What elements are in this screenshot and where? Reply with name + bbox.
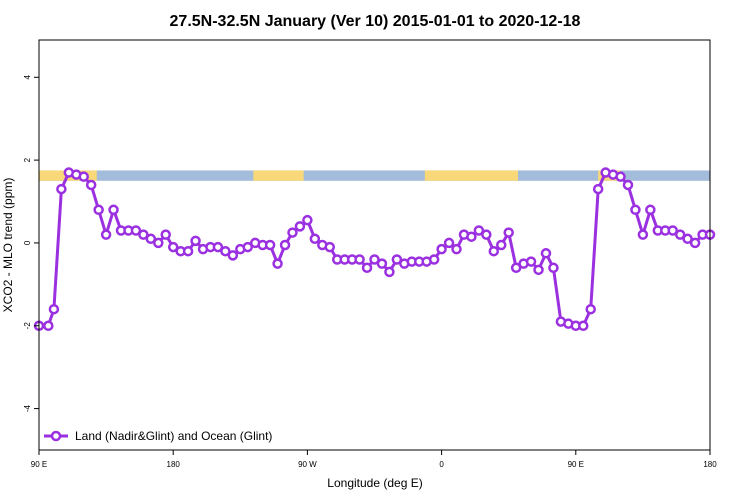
data-point-3 [56, 183, 67, 195]
data-point-47 [384, 266, 395, 278]
x-axis-label: Longitude (deg E) [327, 476, 422, 490]
data-point-25 [220, 245, 231, 257]
data-point-20 [182, 245, 194, 257]
x-tick-label-0: 90 E [31, 460, 47, 469]
data-point-2 [48, 303, 60, 315]
y-axis-label: XCO2 - MLO trend (ppm) [1, 178, 15, 313]
data-point-62 [495, 239, 507, 251]
strip-land-1 [253, 170, 304, 181]
data-point-63 [503, 227, 514, 238]
data-point-80 [630, 204, 641, 216]
data-point-1 [43, 320, 54, 332]
data-point-64 [510, 262, 522, 274]
data-point-61 [488, 245, 500, 257]
y-tick-label-0: -4 [23, 404, 32, 412]
data-point-21 [190, 235, 201, 247]
data-point-36 [302, 214, 313, 226]
plot-area [33, 39, 716, 451]
data-point-34 [287, 227, 298, 238]
y-tick-label-3: 2 [23, 157, 32, 162]
data-point-17 [160, 229, 171, 240]
legend-label: Land (Nadir&Glint) and Ocean (Glint) [75, 429, 272, 443]
data-point-37 [309, 233, 321, 245]
x-axis: 90 E 180 90 W 0 90 E 180 [31, 450, 717, 469]
data-point-69 [548, 262, 559, 274]
data-point-32 [272, 258, 283, 269]
data-point-6 [78, 171, 89, 182]
y-axis: -4 -2 0 2 4 [23, 74, 39, 412]
data-point-45 [369, 254, 380, 265]
data-point-28 [242, 241, 254, 253]
data-point-46 [376, 258, 388, 269]
data-point-54 [436, 243, 447, 255]
data-point-39 [324, 241, 336, 253]
data-point-24 [212, 241, 224, 253]
x-tick-label-2: 90 W [298, 460, 317, 469]
data-point-67 [533, 264, 544, 276]
legend-marker-sample [50, 430, 62, 442]
data-point-86 [674, 229, 686, 240]
data-point-73 [578, 320, 589, 332]
data-point-7 [85, 179, 97, 191]
data-point-66 [525, 256, 537, 267]
data-point-74 [585, 303, 596, 315]
data-point-48 [391, 254, 403, 265]
data-point-15 [145, 233, 157, 245]
data-point-60 [481, 229, 492, 240]
data-point-43 [354, 254, 365, 265]
data-point-79 [622, 179, 634, 191]
data-point-14 [138, 229, 149, 240]
data-point-85 [667, 225, 678, 236]
data-point-58 [466, 231, 477, 242]
strip-ocean [39, 170, 710, 181]
data-point-88 [689, 237, 701, 249]
data-point-33 [279, 239, 291, 251]
x-tick-label-1: 180 [167, 460, 181, 469]
data-point-31 [264, 239, 276, 251]
y-tick-label-4: 4 [23, 74, 32, 79]
data-point-10 [108, 204, 119, 216]
x-tick-label-3: 0 [439, 460, 444, 469]
data-point-9 [100, 229, 112, 240]
series-line-0 [39, 171, 710, 328]
strip-land-2 [424, 170, 519, 181]
data-point-13 [130, 225, 142, 236]
data-point-68 [540, 248, 552, 259]
y-tick-label-1: -2 [23, 322, 32, 330]
x-tick-label-5: 180 [703, 460, 717, 469]
data-point-53 [428, 254, 440, 265]
data-point-87 [682, 233, 693, 245]
data-point-81 [637, 229, 649, 240]
data-point-82 [645, 204, 656, 216]
data-point-16 [153, 237, 164, 249]
data-point-18 [167, 241, 179, 253]
x-tick-label-4: 90 E [568, 460, 584, 469]
data-point-78 [615, 171, 626, 182]
plot-frame [38, 39, 711, 451]
data-point-35 [294, 221, 306, 232]
data-point-59 [473, 225, 485, 236]
chart-title: 27.5N-32.5N January (Ver 10) 2015-01-01 … [170, 13, 581, 30]
data-point-56 [451, 243, 462, 255]
data-point-44 [361, 262, 373, 274]
y-tick-label-2: 0 [23, 240, 32, 245]
series-layer [33, 167, 716, 332]
data-point-75 [592, 183, 604, 195]
data-point-55 [443, 237, 455, 249]
data-point-26 [227, 250, 239, 261]
legend: Land (Nadir&Glint) and Ocean (Glint) [44, 429, 272, 443]
data-point-8 [93, 204, 104, 216]
